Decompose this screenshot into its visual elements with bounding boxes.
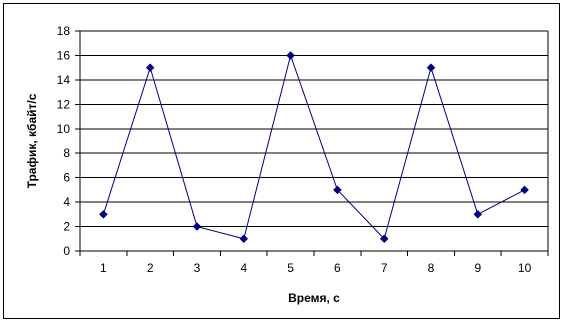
series <box>99 51 529 244</box>
x-tick-label: 10 <box>518 261 532 275</box>
data-point <box>239 234 249 244</box>
x-tick-label: 1 <box>100 261 107 275</box>
data-point <box>286 51 295 60</box>
x-tick-label: 5 <box>287 261 294 275</box>
gridlines <box>80 30 548 228</box>
data-point <box>99 209 108 219</box>
x-tick-label: 2 <box>147 261 154 275</box>
x-tick-label: 4 <box>240 261 247 275</box>
y-tick-label: 6 <box>63 171 70 185</box>
y-tick-label: 18 <box>57 24 71 38</box>
y-tick-label: 12 <box>57 97 71 111</box>
x-tick-label: 9 <box>474 261 481 275</box>
series-line <box>102 53 525 240</box>
y-tick-label: 16 <box>57 48 71 62</box>
x-tick-label: 6 <box>334 261 341 275</box>
y-tick-label: 0 <box>63 244 70 258</box>
data-point <box>426 63 436 73</box>
data-point <box>473 209 483 219</box>
y-tick-label: 4 <box>63 195 70 209</box>
data-point <box>379 234 389 244</box>
x-tick-labels: 1 2 3 4 5 6 7 8 9 10 <box>100 261 532 275</box>
data-point <box>145 63 155 73</box>
data-point <box>192 222 202 231</box>
y-tick-labels: 0 2 4 6 8 10 12 14 16 18 <box>57 24 71 258</box>
y-tick-label: 2 <box>63 220 70 234</box>
y-tick-label: 8 <box>63 146 70 160</box>
x-tick-label: 3 <box>194 261 201 275</box>
data-point <box>520 185 529 195</box>
x-tick-label: 8 <box>428 261 435 275</box>
data-point <box>333 185 342 195</box>
x-axis-title: Время, с <box>288 291 340 305</box>
y-axis-title: Трафик, кбайт/с <box>25 93 39 188</box>
y-tick-label: 10 <box>57 122 71 136</box>
axes <box>75 30 549 256</box>
y-tick-label: 14 <box>57 73 71 87</box>
x-tick-label: 7 <box>381 261 388 275</box>
